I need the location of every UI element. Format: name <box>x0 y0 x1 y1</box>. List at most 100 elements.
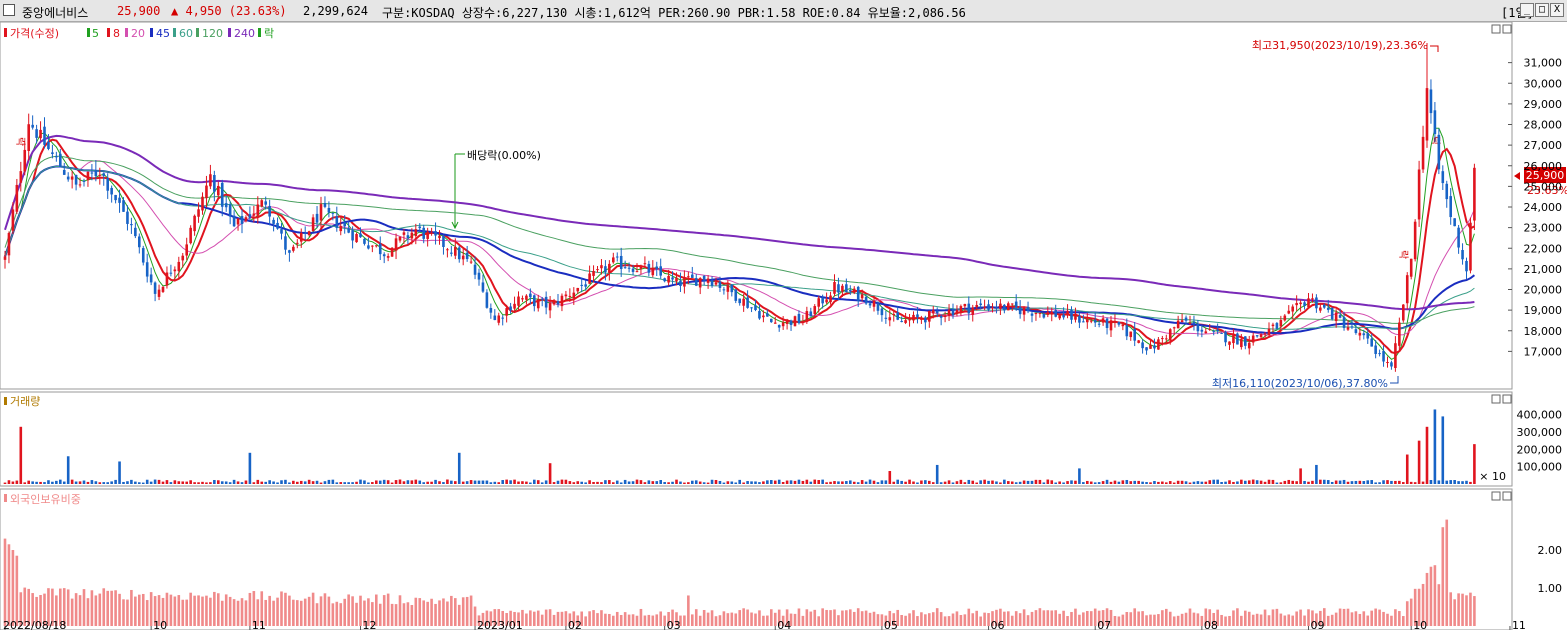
foreign-ratio-bar <box>394 604 398 626</box>
volume-panel[interactable] <box>0 391 1513 487</box>
foreign-ratio-bar <box>1196 613 1200 626</box>
volume-bars[interactable] <box>3 409 1476 484</box>
foreign-ratio-bar <box>213 591 216 626</box>
candle-body <box>197 209 200 217</box>
candle <box>1125 318 1129 341</box>
candle-body <box>1212 330 1215 332</box>
candle <box>169 264 173 277</box>
volume-bar <box>884 480 888 484</box>
stock-name[interactable]: 중앙에너비스 <box>22 6 89 20</box>
candle <box>1323 303 1326 309</box>
foreign-ratio-bar <box>454 598 457 626</box>
volume-bar <box>813 479 817 484</box>
candle-body <box>418 226 422 229</box>
foreign-ratio-bar <box>777 609 781 626</box>
foreign-ratio-bars[interactable] <box>3 519 1476 626</box>
candle <box>1271 322 1275 333</box>
candle-body <box>766 313 769 317</box>
candle <box>785 318 789 330</box>
volume-bar <box>386 480 390 484</box>
candle-body <box>1062 314 1065 318</box>
foreign-ratio-bar <box>276 597 279 626</box>
volume-bar <box>193 482 196 484</box>
foreign-ratio-bar <box>766 615 769 626</box>
foreign-ratio-bar <box>533 611 536 626</box>
candle-body <box>801 321 805 323</box>
candle-body <box>999 303 1002 309</box>
stock-chart[interactable]: 가격(수정) 5 8 20 45 60 120 240 락 거래량 외국인보유비… <box>0 22 1567 630</box>
x-tick-label: 08 <box>1204 619 1218 630</box>
candlesticks[interactable] <box>3 43 1476 372</box>
candle <box>272 217 275 232</box>
candle-body <box>762 315 765 318</box>
candle-body <box>600 265 603 269</box>
candle <box>256 196 260 224</box>
foreign-ratio-bar <box>1366 615 1370 626</box>
candle-body <box>122 200 125 212</box>
maximize-button[interactable]: □ <box>1535 3 1549 17</box>
foreign-ratio-bar <box>995 609 998 626</box>
volume-bar <box>766 480 769 484</box>
candle-body <box>236 218 240 225</box>
candle-body <box>292 246 295 251</box>
candle <box>667 269 670 286</box>
foreign-ratio-bar <box>1034 610 1038 626</box>
candle-body <box>991 307 994 309</box>
foreign-ratio-bar <box>845 610 848 626</box>
volume-bar <box>1232 481 1235 484</box>
candle <box>1204 328 1208 334</box>
candle <box>1457 224 1460 254</box>
candle <box>817 295 820 313</box>
foreign-ratio-bar <box>1109 609 1113 626</box>
volume-bar <box>1018 481 1022 484</box>
foreign-ratio-bar <box>785 609 789 626</box>
candle <box>1101 315 1105 326</box>
candle <box>884 310 888 324</box>
foreign-ratio-bar <box>525 613 528 626</box>
candle-body <box>916 314 919 318</box>
candle <box>643 256 647 267</box>
volume-bar <box>1216 479 1219 484</box>
foreign-ratio-bar <box>1303 615 1306 626</box>
minimize-button[interactable]: _ <box>1520 3 1534 17</box>
foreign-ratio-bar <box>307 596 311 626</box>
volume-bar <box>1319 479 1322 484</box>
foreign-ratio-bar <box>623 612 627 626</box>
foreign-ratio-bar <box>1295 611 1298 626</box>
candle <box>821 294 824 309</box>
volume-bar <box>1263 481 1267 484</box>
candle <box>450 245 453 257</box>
volume-bar <box>299 480 303 484</box>
foreign-ratio-bar <box>1370 610 1373 626</box>
foreign-ratio-bar <box>1394 609 1397 626</box>
candle-body <box>963 303 967 307</box>
candle <box>698 277 702 295</box>
candle <box>177 256 181 280</box>
candle <box>979 298 982 310</box>
foreign-ratio-bar <box>987 613 990 626</box>
volume-bar <box>1200 481 1204 484</box>
volume-bar <box>1437 480 1441 484</box>
price-tick-label: 19,000 <box>1524 304 1563 317</box>
volume-bar <box>185 481 188 484</box>
price-panel-buttons[interactable] <box>1491 24 1512 34</box>
foreign-panel-buttons[interactable] <box>1491 491 1512 501</box>
candle <box>663 277 666 283</box>
volume-bar <box>888 471 892 484</box>
foreign-ratio-panel[interactable] <box>0 488 1513 630</box>
candle <box>1453 218 1456 227</box>
foreign-ratio-bar <box>1251 614 1255 626</box>
candle <box>319 196 323 229</box>
volume-bar <box>742 482 745 484</box>
candle <box>1287 305 1291 315</box>
price-tick-label: 22,000 <box>1524 242 1563 255</box>
candle-body <box>165 272 169 286</box>
volume-panel-buttons[interactable] <box>1491 394 1512 404</box>
close-button[interactable]: X <box>1550 3 1564 17</box>
candle <box>15 178 19 215</box>
candle-body <box>78 184 82 186</box>
volume-bar <box>1105 479 1109 484</box>
volume-bar <box>62 481 66 484</box>
select-checkbox[interactable] <box>3 4 15 16</box>
foreign-ratio-bar <box>920 612 923 626</box>
